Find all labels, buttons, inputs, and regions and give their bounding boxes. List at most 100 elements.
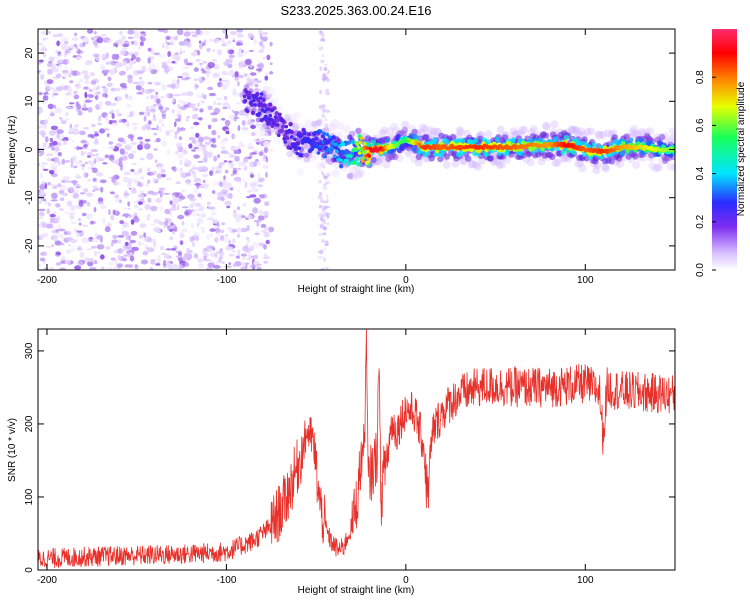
heatmap-cell bbox=[51, 192, 58, 199]
heatmap-cell bbox=[244, 181, 248, 188]
heatmap-cell bbox=[270, 97, 279, 106]
heatmap-cell bbox=[39, 213, 42, 217]
heatmap-cell bbox=[189, 236, 195, 243]
snr-panel: -200 -100 0 100 0 100 200 300 Height of straig… bbox=[7, 328, 676, 596]
heatmap-cell bbox=[132, 126, 138, 131]
heatmap-cell bbox=[97, 251, 101, 254]
heatmap-cell bbox=[155, 137, 161, 143]
heatmap-cell bbox=[168, 211, 172, 216]
heatmap-cell bbox=[132, 264, 136, 267]
heatmap-cell bbox=[110, 214, 114, 221]
heatmap-cell bbox=[179, 232, 185, 239]
heatmap-cell bbox=[105, 245, 111, 251]
heatmap-cell bbox=[419, 123, 428, 132]
heatmap-cell bbox=[297, 146, 302, 151]
heatmap-cell bbox=[321, 140, 325, 144]
heatmap-cell bbox=[95, 153, 99, 157]
heatmap-cell bbox=[150, 108, 156, 113]
heatmap-cell bbox=[140, 31, 146, 34]
heatmap-cell bbox=[169, 200, 173, 205]
heatmap-cell bbox=[323, 247, 327, 251]
heatmap-cell bbox=[39, 183, 47, 190]
heatmap-cell bbox=[390, 122, 398, 131]
heatmap-cell bbox=[64, 92, 72, 96]
heatmap-cell bbox=[202, 146, 207, 152]
heatmap-cell bbox=[540, 147, 545, 152]
heatmap-cell bbox=[96, 37, 104, 44]
heatmap-cell bbox=[322, 232, 327, 236]
heatmap-cell bbox=[183, 31, 191, 37]
heatmap-cell bbox=[367, 154, 372, 158]
heatmap-cell bbox=[212, 59, 218, 62]
heatmap-cell bbox=[114, 210, 120, 216]
heatmap-cell bbox=[206, 73, 210, 78]
heatmap-cell bbox=[255, 68, 263, 72]
heatmap-cell bbox=[66, 248, 71, 254]
heatmap-cell bbox=[509, 127, 518, 136]
heatmap-cell bbox=[77, 260, 84, 267]
heatmap-cell bbox=[191, 107, 196, 112]
heatmap-cell bbox=[57, 32, 63, 38]
heatmap-cell bbox=[56, 40, 60, 47]
heatmap-cell bbox=[236, 33, 244, 38]
heatmap-cell bbox=[153, 218, 160, 224]
heatmap-cell bbox=[57, 142, 61, 147]
heatmap-cell bbox=[216, 221, 220, 228]
heatmap-cell bbox=[178, 99, 184, 104]
y-tick-label: 0 bbox=[24, 146, 35, 152]
heatmap-cell bbox=[233, 116, 240, 119]
heatmap-cell bbox=[465, 155, 472, 162]
heatmap-cell bbox=[231, 146, 234, 151]
heatmap-cell bbox=[231, 133, 235, 140]
heatmap-cell bbox=[155, 263, 161, 266]
heatmap-cell bbox=[176, 129, 179, 135]
heatmap-cell bbox=[110, 88, 116, 92]
heatmap-cell bbox=[191, 34, 198, 38]
heatmap-cell bbox=[134, 51, 139, 57]
heatmap-cell bbox=[578, 140, 584, 146]
heatmap-cell bbox=[204, 70, 212, 75]
heatmap-cell bbox=[61, 158, 66, 165]
heatmap-cell bbox=[175, 255, 183, 259]
heatmap-cell bbox=[174, 121, 177, 128]
heatmap-cell bbox=[221, 84, 228, 90]
heatmap-cell bbox=[456, 128, 465, 137]
heatmap-cell bbox=[254, 95, 258, 99]
heatmap-cell bbox=[193, 121, 200, 126]
heatmap-cell bbox=[553, 158, 562, 167]
heatmap-cell bbox=[131, 246, 139, 252]
heatmap-cell bbox=[60, 208, 64, 212]
heatmap-cell bbox=[542, 132, 549, 139]
heatmap-cell bbox=[118, 239, 122, 244]
heatmap-cell bbox=[263, 253, 267, 257]
heatmap-cell bbox=[157, 166, 163, 170]
heatmap-cell bbox=[246, 224, 251, 232]
heatmap-cell bbox=[44, 119, 48, 125]
heatmap-cell bbox=[284, 124, 289, 129]
heatmap-cell bbox=[196, 222, 200, 227]
heatmap-cell bbox=[315, 161, 324, 170]
heatmap-cell bbox=[190, 51, 198, 57]
heatmap-cell bbox=[362, 141, 368, 147]
heatmap-cell bbox=[322, 185, 328, 191]
heatmap-cell bbox=[200, 165, 207, 171]
heatmap-cell bbox=[251, 187, 259, 193]
heatmap-cell bbox=[94, 133, 99, 137]
heatmap-cell bbox=[249, 183, 256, 189]
heatmap-cell bbox=[211, 166, 215, 172]
heatmap-cell bbox=[65, 160, 70, 163]
heatmap-cell bbox=[202, 179, 206, 183]
heatmap-cell bbox=[135, 33, 142, 36]
heatmap-cell bbox=[157, 53, 166, 58]
heatmap-cell bbox=[264, 195, 268, 199]
heatmap-cell bbox=[38, 216, 44, 219]
heatmap-cell bbox=[109, 69, 116, 76]
heatmap-cell bbox=[138, 76, 143, 80]
heatmap-cell bbox=[273, 136, 282, 144]
heatmap-cell bbox=[52, 87, 57, 94]
heatmap-cell bbox=[66, 105, 70, 109]
heatmap-cell bbox=[66, 200, 73, 207]
heatmap-cell bbox=[255, 122, 259, 127]
heatmap-cell bbox=[71, 37, 79, 41]
heatmap-cell bbox=[220, 80, 223, 83]
